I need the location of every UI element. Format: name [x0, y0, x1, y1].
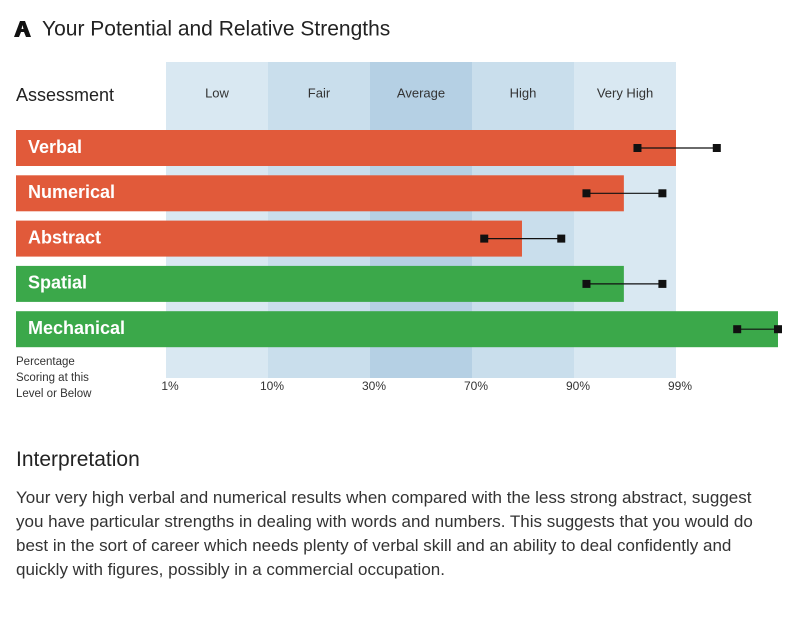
range-high [712, 144, 721, 152]
x-tick-label: 99% [668, 379, 692, 393]
header-label: Assessment [16, 85, 114, 105]
chart: Your Potential and Relative Strengths As… [14, 18, 782, 393]
bar-label: Numerical [28, 182, 115, 202]
bar [16, 220, 522, 257]
band-label: Fair [308, 85, 331, 100]
bar [16, 130, 676, 166]
range-high [658, 279, 667, 288]
range-low [582, 189, 591, 198]
chart-title: Your Potential and Relative Strengths [42, 18, 390, 41]
x-axis-label: Percentage Scoring at this Level or Belo… [16, 356, 92, 400]
bar-label: Mechanical [28, 318, 125, 338]
range-high [658, 189, 667, 198]
x-tick-label: 90% [566, 379, 590, 393]
x-tick-label: 10% [260, 379, 284, 393]
bar [16, 175, 624, 212]
bar-label: Spatial [28, 273, 87, 293]
band-label: Average [397, 85, 445, 100]
x-tick-label: 1% [161, 379, 179, 393]
bar-label: Verbal [28, 137, 82, 157]
range-high [774, 325, 782, 334]
range-low [733, 325, 742, 334]
logo-icon [14, 21, 31, 37]
range-low [582, 279, 591, 288]
band-label: Low [205, 85, 229, 100]
range-low [480, 234, 489, 243]
bar [16, 311, 778, 348]
band-label: Very High [597, 85, 653, 100]
interpretation-title: Interpretation [16, 448, 140, 471]
bar [16, 265, 624, 302]
x-tick-label: 70% [464, 379, 488, 393]
bar-label: Abstract [28, 227, 101, 247]
range-low [633, 144, 642, 152]
interpretation-text: Your very high verbal and numerical resu… [16, 488, 753, 579]
range-high [557, 234, 566, 243]
x-tick-label: 30% [362, 379, 386, 393]
band-label: High [510, 85, 537, 100]
